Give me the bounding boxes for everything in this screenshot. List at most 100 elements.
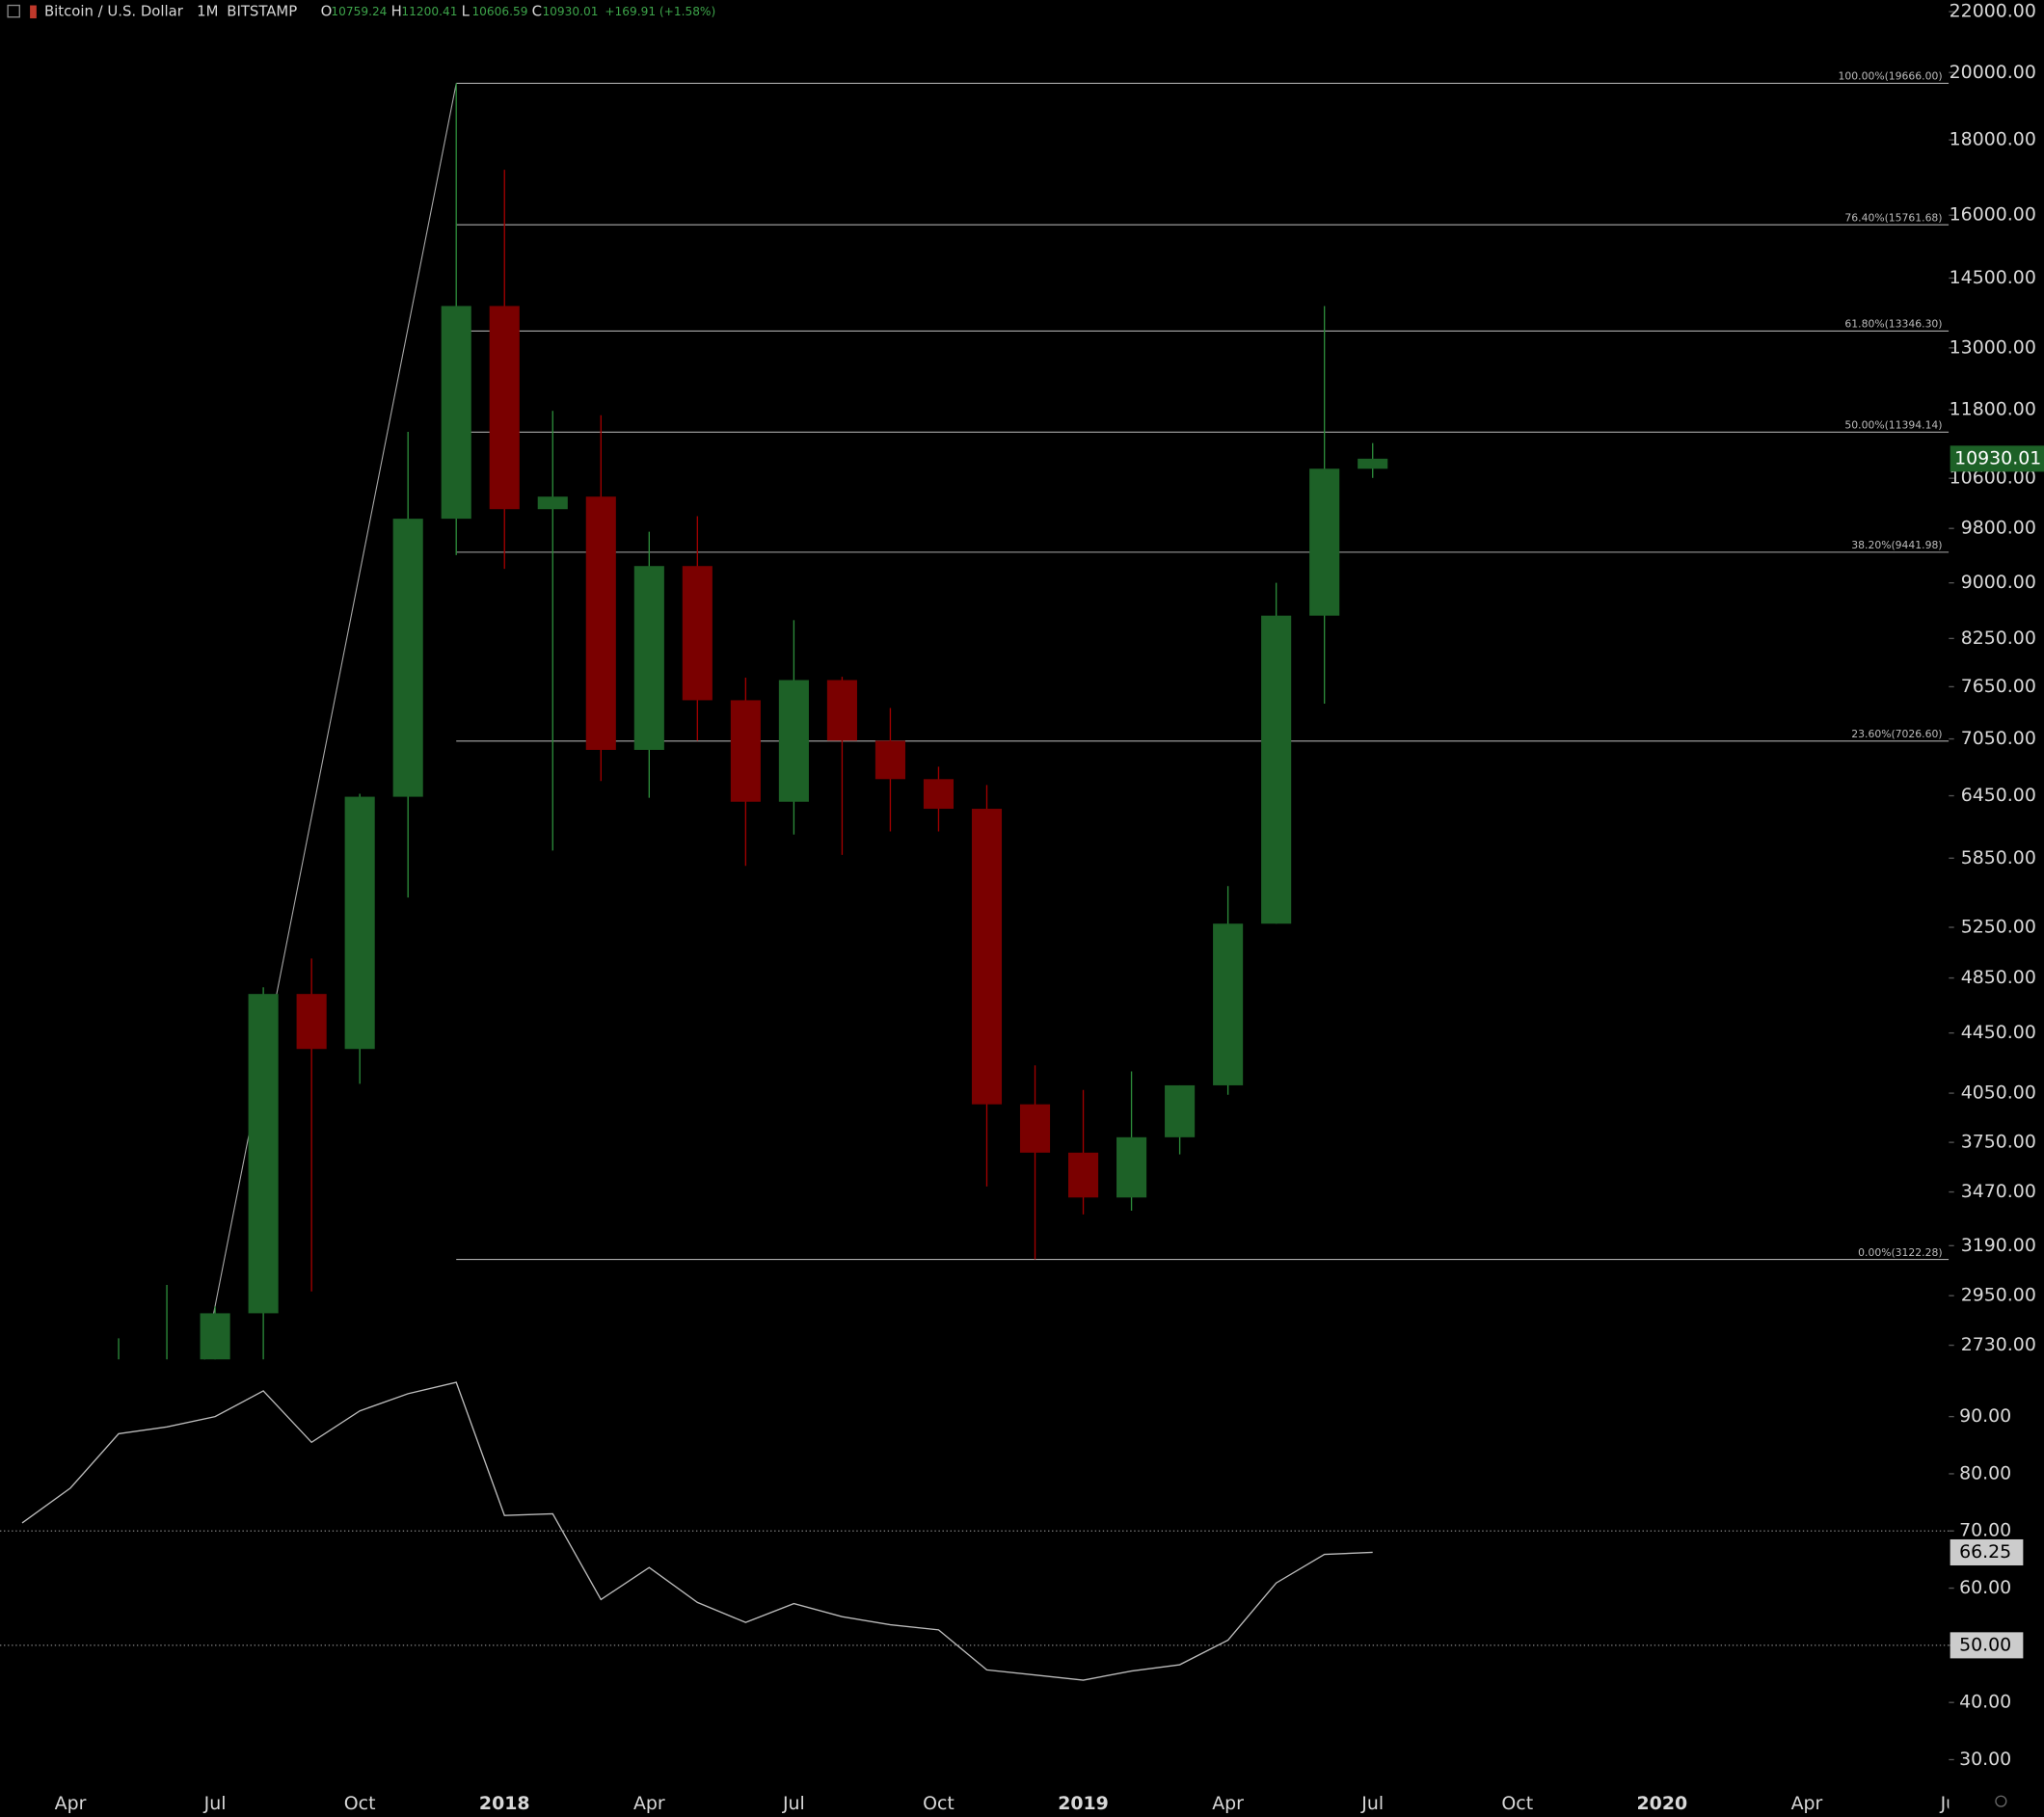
y-tick-label: 16000.00: [1950, 204, 2036, 226]
menu-icon[interactable]: [7, 4, 20, 18]
candle-body: [1019, 1104, 1051, 1153]
y-tick-label: 2950.00: [1961, 1285, 2036, 1306]
candle-body: [200, 1313, 230, 1360]
candle-body: [971, 809, 1003, 1105]
x-tick-label: Apr: [1791, 1793, 1823, 1814]
rsi-line: [21, 1381, 1373, 1681]
rsi-band-badge: [1950, 1632, 2024, 1659]
header: Bitcoin / U.S. Dollar 1M BITSTAMP O 10759…: [7, 2, 715, 19]
y-tick-label: 10600.00: [1950, 468, 2036, 489]
candle-body: [1358, 458, 1388, 469]
y-tick-label: 9000.00: [1961, 572, 2036, 593]
y-tick-label: 3750.00: [1961, 1132, 2036, 1153]
rsi-pane: [0, 1381, 1950, 1681]
candle-body: [682, 566, 713, 701]
rsi-last-label: 66.25: [1959, 1541, 2011, 1563]
rsi-last-badge: [1950, 1538, 2024, 1566]
ohlc-key: L: [462, 2, 471, 19]
x-tick-label: Oct: [344, 1793, 376, 1814]
exchange: BITSTAMP: [227, 2, 297, 19]
rsi-tick-label: 90.00: [1959, 1405, 2011, 1427]
ohlc-value: 10759.24: [331, 5, 387, 18]
rsi-band-label: 50.00: [1959, 1634, 2011, 1655]
x-tick-label: Apr: [1212, 1793, 1244, 1814]
x-tick-label: Oct: [1501, 1793, 1533, 1814]
candle-body: [585, 496, 616, 750]
y-tick-label: 3470.00: [1961, 1181, 2036, 1202]
x-tick-label: 2018: [479, 1793, 530, 1814]
x-tick-label: Jul: [203, 1793, 227, 1814]
x-tick-label: Jul: [1360, 1793, 1384, 1814]
candle-body: [1309, 468, 1340, 616]
y-tick-label: 11800.00: [1950, 399, 2036, 420]
interval[interactable]: 1M: [197, 2, 218, 19]
symbol-title: Bitcoin / U.S. Dollar: [44, 2, 184, 19]
y-tick-label: 2730.00: [1961, 1334, 2036, 1355]
x-tick-label: 2019: [1058, 1793, 1109, 1814]
candle-body: [537, 496, 568, 510]
last-price-badge: [1950, 445, 2044, 472]
y-tick-label: 18000.00: [1950, 129, 2036, 150]
y-tick-label: 14500.00: [1950, 267, 2036, 288]
candle-body: [1116, 1136, 1147, 1198]
fib-label: 76.40%(15761.68): [1844, 211, 1942, 224]
ohlc-value: 10606.59: [471, 5, 527, 18]
rsi-tick-label: 60.00: [1959, 1577, 2011, 1598]
y-tick-label: 4050.00: [1961, 1082, 2036, 1104]
rsi-tick-label: 80.00: [1959, 1462, 2011, 1483]
symbol-icon: [30, 5, 37, 19]
y-tick-label: 6450.00: [1961, 785, 2036, 806]
x-tick-label: Apr: [55, 1793, 87, 1814]
rsi-tick-label: 70.00: [1959, 1520, 2011, 1541]
candle-body: [874, 740, 905, 780]
rsi-tick-label: 30.00: [1959, 1749, 2011, 1770]
x-axis: Apr Jul Oct 2018 Apr Jul Oct 2019 Apr Jul Oct 2020 A…: [55, 1793, 1963, 1814]
candle-body: [1165, 1084, 1196, 1137]
y-tick-label: 9800.00: [1961, 518, 2036, 539]
fib-label: 100.00%(19666.00): [1839, 70, 1943, 83]
candle-body: [392, 519, 423, 797]
candle-body: [1067, 1152, 1099, 1198]
candle-body: [441, 306, 471, 520]
fib-label: 0.00%(3122.28): [1858, 1246, 1942, 1259]
fib-label: 61.80%(13346.30): [1844, 318, 1942, 331]
ohlc-key: C: [532, 2, 542, 19]
y-tick-label: 13000.00: [1950, 336, 2036, 358]
last-price-label: 10930.01: [1954, 447, 2041, 468]
y-axis: 22000.00 20000.00 18000.00 16000.00 14500.00…: [1949, 1, 2044, 1770]
y-tick-label: 7650.00: [1961, 676, 2036, 697]
settings-icon[interactable]: [1995, 1795, 2007, 1807]
y-tick-label: 20000.00: [1950, 62, 2036, 83]
fib-label: 38.20%(9441.98): [1851, 539, 1942, 551]
y-tick-label: 4450.00: [1961, 1022, 2036, 1043]
price-pane: 100.00%(19666.00) 76.40%(15761.68) 61.80%(…: [118, 70, 1950, 1360]
y-tick-label: 22000.00: [1950, 1, 2036, 22]
price-axis-bg: [1949, 0, 2044, 1817]
candle-body: [778, 680, 809, 802]
ohlc-key: O: [321, 2, 333, 19]
fib-label: 50.00%(11394.14): [1844, 419, 1942, 432]
y-tick-label: 5250.00: [1961, 917, 2036, 938]
ohlc-value: 10930.01: [542, 5, 598, 18]
y-tick-label: 3190.00: [1961, 1235, 2036, 1256]
x-tick-label: Jul: [782, 1793, 805, 1814]
candle-body: [296, 994, 327, 1050]
candle-body: [826, 680, 857, 741]
y-tick-label: 4850.00: [1961, 967, 2036, 988]
candle-body: [1213, 923, 1244, 1085]
candle-body: [730, 700, 761, 802]
y-tick-label: 8250.00: [1961, 628, 2036, 649]
x-tick-label: 2020: [1637, 1793, 1688, 1814]
change: +169.91 (+1.58%): [605, 5, 715, 18]
trend-line: [203, 83, 457, 1360]
rsi-tick-label: 40.00: [1959, 1692, 2011, 1713]
x-tick-label: Apr: [633, 1793, 665, 1814]
ohlc-value: 11200.41: [401, 5, 457, 18]
candle-body: [344, 796, 375, 1050]
candle-body: [923, 779, 955, 810]
candle-body: [248, 994, 279, 1314]
candle-body: [1261, 615, 1292, 924]
